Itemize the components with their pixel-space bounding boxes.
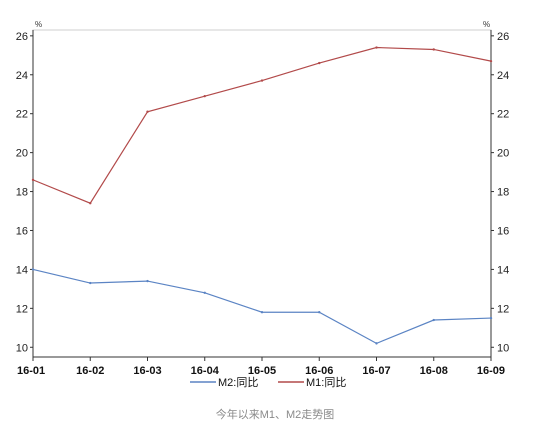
left-axis-unit: %	[35, 20, 42, 29]
data-point	[375, 342, 378, 345]
data-point	[489, 316, 493, 320]
left-tick-label: 26	[16, 31, 28, 43]
axis-ticks: % % 10 10 12 12 14 14 16 16 18 18 20 20 22 22 24 24 26 26 16…	[16, 20, 510, 377]
x-tick-label: 16-05	[248, 365, 276, 377]
left-tick-label: 22	[16, 109, 28, 121]
data-point	[375, 46, 378, 49]
left-tick-label: 14	[16, 264, 28, 276]
data-point	[318, 311, 321, 314]
data-point	[89, 281, 92, 285]
x-tick-label: 16-09	[477, 365, 505, 377]
right-tick-label: 12	[497, 303, 509, 315]
right-tick-label: 10	[497, 342, 509, 354]
data-point	[89, 202, 92, 205]
x-tick-label: 16-06	[305, 365, 333, 377]
data-point	[31, 178, 35, 182]
data-point	[260, 79, 264, 82]
data-point	[203, 291, 206, 294]
right-tick-label: 24	[497, 70, 509, 82]
x-tick-label: 16-01	[17, 365, 45, 377]
right-tick-label: 14	[497, 264, 509, 276]
right-tick-label: 20	[497, 148, 509, 160]
x-tick-label: 16-03	[133, 365, 161, 377]
line-chart: % % 10 10 12 12 14 14 16 16 18 18 20 20 22 22 24 24 26 26 16…	[15, 20, 510, 389]
data-point	[489, 59, 493, 63]
data-point	[146, 279, 149, 283]
x-tick-label: 16-08	[420, 365, 448, 377]
legend-label: M2:同比	[218, 376, 258, 389]
left-tick-label: 12	[16, 303, 28, 315]
right-tick-label: 22	[497, 109, 509, 121]
left-tick-label: 16	[16, 225, 28, 237]
left-tick-label: 18	[16, 187, 28, 199]
data-point	[432, 318, 435, 322]
right-axis-unit: %	[483, 20, 490, 29]
data-point	[318, 61, 321, 65]
left-tick-label: 20	[16, 148, 28, 160]
chart: %% 10 10 12 12 14 14 16 16 18 18 20 20 22 22 24 24 26 26 16…	[15, 20, 510, 389]
data-point	[432, 48, 435, 51]
data-point	[31, 268, 35, 271]
x-tick-label: 16-02	[76, 365, 104, 377]
series-lines	[31, 46, 493, 345]
left-tick-label: 24	[16, 70, 28, 82]
data-point	[203, 94, 206, 98]
data-point	[146, 110, 149, 113]
x-tick-label: 16-07	[362, 365, 390, 377]
legend: M2:同比 M1:同比	[190, 376, 346, 389]
legend-label: M1:同比	[306, 376, 346, 389]
left-tick-label: 10	[16, 342, 28, 354]
chart-caption: 今年以来M1、M2走势图	[215, 409, 335, 421]
right-tick-label: 18	[497, 187, 509, 199]
right-tick-label: 26	[497, 31, 509, 43]
right-tick-label: 16	[497, 225, 509, 237]
x-tick-label: 16-04	[191, 365, 220, 377]
data-point	[260, 311, 264, 314]
